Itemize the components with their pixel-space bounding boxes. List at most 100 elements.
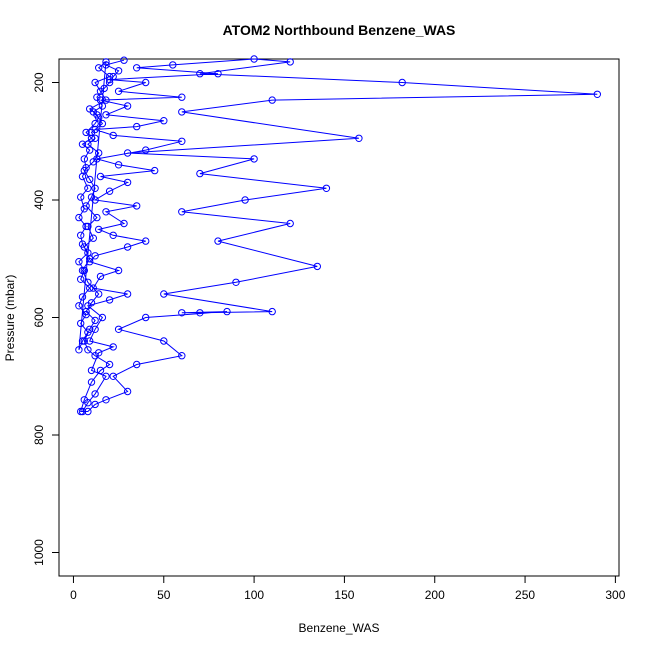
data-point bbox=[86, 175, 94, 184]
data-point bbox=[75, 213, 83, 222]
data-point bbox=[196, 70, 204, 78]
data-point bbox=[142, 313, 150, 322]
data-point bbox=[82, 307, 90, 316]
data-point bbox=[93, 213, 101, 222]
data-point bbox=[268, 307, 276, 316]
data-point bbox=[286, 58, 294, 66]
data-point bbox=[95, 114, 103, 122]
data-point bbox=[232, 278, 240, 286]
data-point bbox=[151, 166, 159, 175]
data-point bbox=[91, 119, 99, 128]
data-point bbox=[98, 119, 107, 128]
data-point bbox=[169, 61, 177, 69]
data-point bbox=[114, 161, 123, 169]
data-point bbox=[105, 296, 114, 304]
data-point bbox=[102, 208, 110, 216]
data-point bbox=[241, 196, 249, 204]
data-point bbox=[87, 299, 96, 307]
data-point bbox=[223, 307, 231, 316]
data-point bbox=[120, 219, 128, 228]
data-point bbox=[95, 149, 103, 157]
data-point bbox=[178, 309, 186, 317]
data-point bbox=[82, 128, 90, 137]
data-point bbox=[91, 252, 99, 260]
plot-frame bbox=[58, 58, 620, 577]
x-axis: 0 50 100 150 200 250 300 bbox=[70, 575, 626, 602]
data-point bbox=[109, 72, 117, 81]
data-point bbox=[313, 262, 321, 271]
data-point bbox=[89, 284, 98, 292]
data-point bbox=[268, 96, 276, 104]
x-tick-label: 300 bbox=[605, 588, 625, 602]
data-point bbox=[123, 387, 132, 396]
data-point bbox=[87, 134, 96, 143]
data-point bbox=[80, 155, 89, 163]
data-point bbox=[178, 93, 186, 101]
data-point bbox=[196, 169, 204, 178]
data-point bbox=[86, 284, 94, 292]
data-point bbox=[86, 146, 94, 154]
data-point bbox=[91, 325, 99, 333]
data-point bbox=[250, 155, 258, 163]
data-point bbox=[114, 87, 123, 96]
x-tick-label: 50 bbox=[157, 588, 171, 602]
data-point bbox=[286, 219, 294, 228]
data-point bbox=[75, 258, 83, 266]
data-point bbox=[133, 122, 141, 131]
data-point bbox=[91, 316, 99, 325]
data-point bbox=[86, 258, 94, 266]
data-point bbox=[102, 61, 110, 69]
data-point bbox=[87, 378, 96, 386]
data-point bbox=[102, 58, 110, 66]
data-point bbox=[82, 310, 90, 319]
data-point bbox=[214, 70, 222, 78]
data-point bbox=[160, 290, 168, 298]
data-point bbox=[91, 78, 99, 87]
data-point bbox=[142, 237, 150, 245]
data-point bbox=[196, 309, 204, 317]
data-point bbox=[120, 56, 128, 64]
data-point bbox=[77, 193, 85, 201]
data-point bbox=[250, 55, 258, 63]
data-point bbox=[91, 400, 99, 409]
data-point bbox=[123, 243, 132, 251]
data-point bbox=[77, 275, 85, 283]
data-point bbox=[91, 134, 99, 143]
data-point bbox=[114, 67, 123, 75]
data-point bbox=[105, 72, 114, 81]
data-point bbox=[100, 84, 108, 93]
data-point bbox=[98, 313, 107, 322]
y-tick-label: 1000 bbox=[32, 539, 46, 566]
data-point bbox=[86, 337, 94, 345]
data-point bbox=[87, 366, 96, 375]
data-point bbox=[133, 360, 141, 369]
data-point bbox=[77, 319, 85, 328]
data-point bbox=[89, 234, 98, 242]
data-point bbox=[114, 266, 123, 275]
data-point bbox=[322, 184, 331, 193]
data-point bbox=[355, 134, 363, 143]
y-tick-label: 800 bbox=[32, 425, 46, 445]
series-layer bbox=[75, 55, 601, 416]
data-point bbox=[123, 102, 132, 110]
data-point bbox=[75, 302, 83, 310]
data-point bbox=[142, 78, 150, 87]
data-point bbox=[87, 193, 96, 201]
series-line bbox=[78, 58, 598, 412]
data-point bbox=[91, 390, 99, 398]
data-point bbox=[96, 172, 105, 181]
x-tick-label: 200 bbox=[425, 588, 445, 602]
data-point bbox=[593, 90, 601, 99]
data-point bbox=[80, 396, 89, 404]
x-tick-label: 250 bbox=[515, 588, 535, 602]
data-point bbox=[78, 293, 87, 301]
data-point bbox=[84, 328, 92, 336]
x-axis-label: Benzene_WAS bbox=[299, 621, 380, 635]
data-point bbox=[80, 266, 89, 275]
y-axis: 200 400 600 800 1000 bbox=[32, 72, 60, 566]
data-point bbox=[133, 202, 141, 210]
data-point bbox=[105, 187, 114, 195]
data-point bbox=[93, 93, 101, 101]
data-point bbox=[109, 372, 117, 380]
data-point bbox=[75, 346, 83, 354]
